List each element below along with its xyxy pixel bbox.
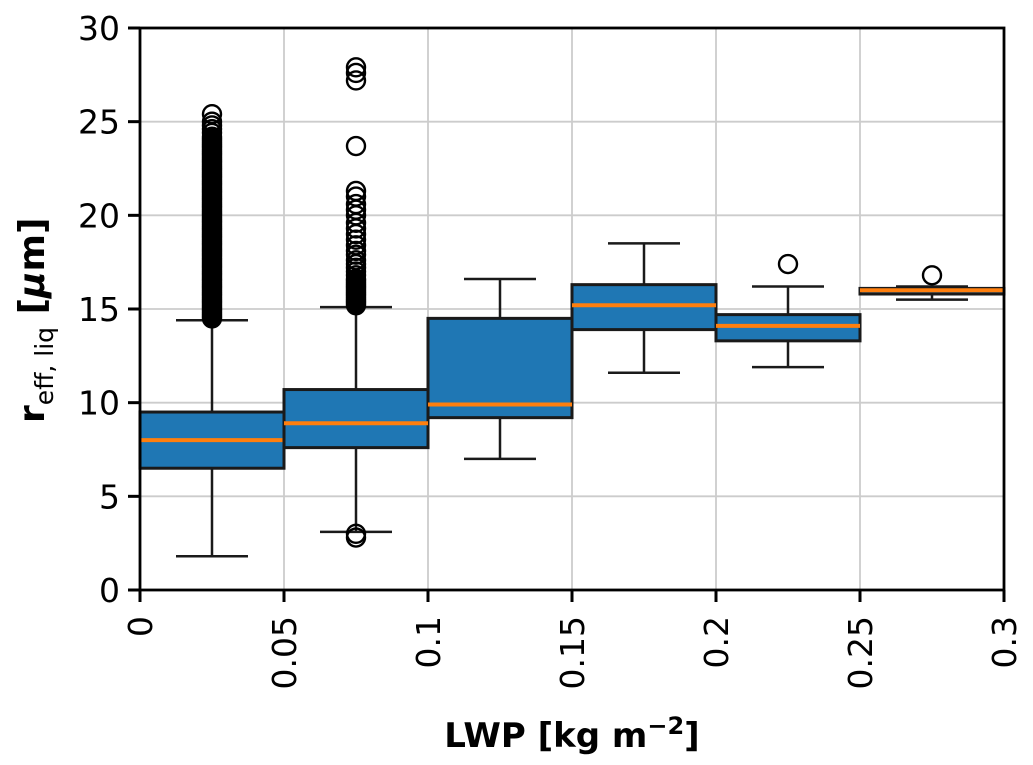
x-tick-label: 0.1	[409, 616, 448, 668]
outlier-marker	[201, 111, 223, 132]
outlier-marker	[345, 70, 367, 91]
y-tick-label: 15	[78, 290, 120, 329]
outlier-marker	[345, 193, 367, 215]
y-tick-label: 20	[78, 196, 120, 235]
outlier-marker	[345, 57, 367, 78]
y-axis-label: reff, liq [μm]	[12, 218, 59, 424]
outlier-marker	[345, 186, 367, 207]
x-axis-label: LWP [kg m−2]	[444, 712, 699, 756]
iqr-box	[426, 316, 574, 420]
outlier-marker	[201, 103, 223, 125]
outlier-marker	[777, 253, 799, 275]
outlier-marker	[345, 62, 367, 84]
outlier-marker	[345, 250, 367, 271]
outlier-marker	[345, 135, 367, 157]
outlier-marker	[345, 180, 367, 202]
x-tick-label: 0.05	[265, 616, 304, 689]
y-tick-label: 0	[99, 571, 120, 610]
x-tick-label: 0.3	[985, 616, 1024, 668]
x-tick-label: 0.2	[697, 616, 736, 668]
y-tick-label: 30	[78, 9, 120, 48]
iqr-box	[282, 388, 430, 450]
outlier-marker	[345, 523, 367, 544]
y-tick-label: 25	[78, 103, 120, 142]
x-tick-label: 0.15	[553, 616, 592, 689]
x-tick-label: 0.25	[841, 616, 880, 689]
x-tick-label: 0	[121, 616, 160, 637]
y-tick-label: 5	[99, 477, 120, 516]
y-tick-label: 10	[78, 384, 120, 423]
outlier-marker	[921, 265, 943, 286]
